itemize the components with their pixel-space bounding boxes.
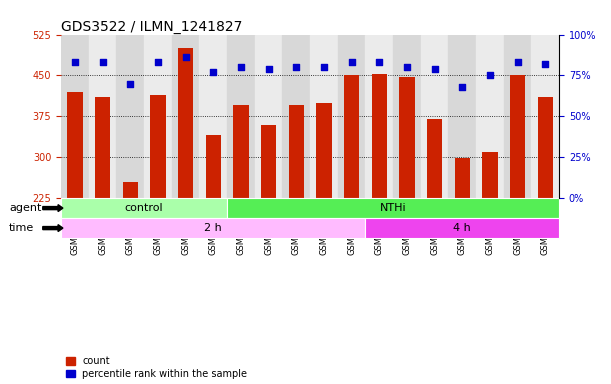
Bar bbox=[400, 77, 414, 198]
Bar bbox=[178, 48, 193, 198]
Point bbox=[208, 69, 218, 75]
Point bbox=[485, 72, 495, 78]
Bar bbox=[117, 35, 144, 198]
Bar bbox=[61, 218, 365, 238]
Point bbox=[375, 59, 384, 65]
Text: time: time bbox=[9, 223, 34, 233]
Bar bbox=[482, 152, 497, 198]
Bar bbox=[233, 106, 249, 198]
Bar bbox=[365, 218, 559, 238]
Bar bbox=[310, 35, 338, 198]
Bar bbox=[123, 182, 138, 198]
Point bbox=[319, 64, 329, 70]
Bar bbox=[89, 35, 117, 198]
Bar bbox=[421, 35, 448, 198]
Point bbox=[513, 59, 522, 65]
Point bbox=[125, 81, 135, 87]
Point bbox=[430, 66, 439, 72]
Legend: count, percentile rank within the sample: count, percentile rank within the sample bbox=[66, 356, 247, 379]
Bar bbox=[455, 158, 470, 198]
Bar bbox=[538, 97, 553, 198]
Bar bbox=[288, 106, 304, 198]
Text: NTHi: NTHi bbox=[380, 203, 406, 213]
Bar bbox=[227, 35, 255, 198]
Point bbox=[458, 84, 467, 90]
Point bbox=[236, 64, 246, 70]
Point bbox=[346, 59, 356, 65]
Point bbox=[98, 59, 108, 65]
Text: 2 h: 2 h bbox=[205, 223, 222, 233]
Bar bbox=[227, 198, 559, 218]
Bar bbox=[371, 74, 387, 198]
Bar bbox=[95, 97, 110, 198]
Point bbox=[181, 55, 191, 61]
Bar bbox=[61, 198, 227, 218]
Point bbox=[264, 66, 274, 72]
Bar bbox=[282, 35, 310, 198]
Bar bbox=[532, 35, 559, 198]
Bar bbox=[172, 35, 199, 198]
Bar bbox=[476, 35, 503, 198]
Bar bbox=[503, 35, 532, 198]
Bar bbox=[344, 75, 359, 198]
Bar bbox=[365, 35, 393, 198]
Point bbox=[153, 59, 163, 65]
Bar bbox=[261, 124, 276, 198]
Bar bbox=[510, 75, 525, 198]
Point bbox=[540, 61, 550, 67]
Bar bbox=[144, 35, 172, 198]
Bar bbox=[150, 94, 166, 198]
Bar bbox=[255, 35, 282, 198]
Bar bbox=[316, 103, 332, 198]
Text: control: control bbox=[125, 203, 163, 213]
Bar bbox=[427, 119, 442, 198]
Point bbox=[291, 64, 301, 70]
Bar bbox=[338, 35, 365, 198]
Bar bbox=[448, 35, 476, 198]
Text: agent: agent bbox=[9, 203, 42, 213]
Bar bbox=[393, 35, 421, 198]
Point bbox=[402, 64, 412, 70]
Bar bbox=[199, 35, 227, 198]
Point bbox=[70, 59, 80, 65]
Bar bbox=[206, 136, 221, 198]
Text: GDS3522 / ILMN_1241827: GDS3522 / ILMN_1241827 bbox=[61, 20, 243, 33]
Bar bbox=[67, 92, 82, 198]
Text: 4 h: 4 h bbox=[453, 223, 471, 233]
Bar bbox=[61, 35, 89, 198]
